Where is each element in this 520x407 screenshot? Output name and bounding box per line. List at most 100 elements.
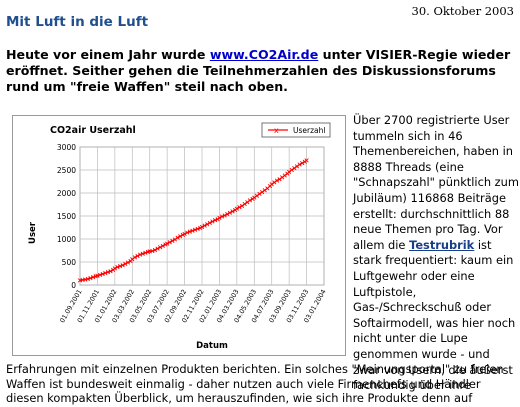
data-point — [182, 231, 187, 237]
chart-legend — [261, 122, 331, 138]
data-point — [160, 243, 165, 249]
testrubrik-link[interactable]: Testrubrik — [409, 237, 475, 252]
data-point — [175, 235, 180, 240]
lead-text-after: unter VISIER-Regie wieder eröffnet. Seit… — [6, 47, 511, 94]
data-point — [274, 178, 280, 183]
data-point — [152, 247, 158, 253]
data-point — [138, 252, 143, 257]
data-point — [90, 275, 96, 280]
data-point — [158, 245, 163, 250]
data-point — [210, 219, 215, 224]
legend-label: Userzahl — [293, 126, 325, 135]
data-point — [165, 241, 170, 246]
lead-text-before: Heute vor einem Jahr wurde — [6, 47, 210, 62]
data-point — [297, 162, 302, 167]
data-point — [304, 158, 309, 163]
data-point — [247, 198, 253, 203]
article-continuation: Erfahrungen mit einzelnen Produkten beri… — [6, 362, 504, 406]
data-point — [239, 203, 245, 208]
data-point — [254, 193, 260, 198]
data-point — [289, 167, 294, 173]
data-point — [140, 251, 145, 256]
data-point — [252, 195, 257, 200]
data-point — [195, 226, 200, 231]
data-point — [294, 164, 300, 169]
data-point — [262, 188, 267, 193]
data-point — [287, 169, 292, 174]
data-point — [242, 201, 247, 207]
data-point — [155, 246, 160, 251]
data-point — [112, 266, 117, 271]
data-point — [202, 223, 207, 228]
data-point — [269, 182, 274, 187]
chart-title: CO2air Userzahl — [50, 125, 136, 136]
side-column-text: Über 2700 registrierte User tummeln sich… — [353, 113, 519, 394]
data-point — [125, 260, 131, 265]
data-point — [167, 240, 172, 245]
data-point — [190, 228, 195, 233]
data-point — [260, 189, 265, 195]
data-point — [237, 205, 242, 210]
data-point — [187, 229, 192, 234]
data-point — [132, 255, 138, 260]
data-point — [230, 209, 235, 214]
data-point — [172, 237, 178, 242]
data-point — [212, 218, 218, 223]
data-point — [123, 261, 128, 266]
data-point — [108, 269, 113, 274]
data-point — [225, 212, 230, 217]
article-title: Mit Luft in die Luft — [6, 14, 149, 30]
co2air-link[interactable]: www.CO2Air.de — [209, 47, 319, 62]
data-point — [219, 214, 225, 219]
data-point — [199, 224, 205, 230]
data-point — [234, 206, 239, 211]
data-point — [135, 253, 140, 259]
data-point — [115, 264, 120, 270]
data-point — [300, 160, 305, 166]
data-point — [170, 238, 175, 243]
data-point — [95, 273, 100, 278]
data-point — [257, 191, 262, 197]
data-point — [192, 227, 198, 232]
data-point — [88, 275, 93, 281]
data-point — [185, 230, 190, 235]
data-point — [217, 215, 222, 220]
data-point — [272, 180, 277, 185]
article-lead: Heute vor einem Jahr wurde www.CO2Air.de… — [6, 47, 518, 95]
side-text-before: Über 2700 registrierte User tummeln sich… — [353, 113, 519, 252]
data-point — [120, 263, 125, 268]
article-date: 30. Oktober 2003 — [411, 4, 514, 18]
y-tick-label: 1000 — [57, 235, 76, 244]
data-point — [105, 270, 111, 275]
y-tick-label: 2500 — [57, 166, 76, 175]
y-tick-label: 1500 — [57, 212, 76, 221]
data-point — [130, 257, 135, 262]
data-point — [245, 200, 250, 205]
data-point — [100, 271, 105, 277]
x-axis-label: Datum — [196, 341, 228, 351]
data-point — [117, 264, 123, 269]
data-point — [282, 173, 287, 178]
legend-marker: x — [274, 126, 279, 135]
y-tick-label: 2000 — [57, 189, 76, 198]
y-tick-label: 500 — [62, 258, 77, 267]
y-axis-label: User — [28, 221, 38, 244]
data-point — [292, 166, 297, 171]
chart-svg: CO2air Userzahl x Userzahl User Datum 0 5… — [12, 115, 346, 356]
y-tick-label: 0 — [71, 281, 76, 290]
data-point — [85, 276, 90, 282]
data-point — [150, 248, 155, 254]
data-point — [205, 222, 210, 227]
data-point — [97, 272, 103, 277]
data-point — [227, 210, 233, 215]
user-count-chart: CO2air Userzahl x Userzahl User Datum 0 5… — [12, 115, 346, 356]
data-point — [103, 270, 108, 276]
y-tick-label: 3000 — [57, 143, 76, 152]
data-point — [277, 177, 282, 182]
data-point — [178, 234, 183, 239]
data-point — [207, 220, 212, 226]
data-point — [143, 250, 148, 255]
data-point — [222, 213, 227, 218]
side-text-after: ist stark frequentiert: kaum ein Luftgew… — [353, 237, 516, 393]
data-point — [280, 175, 285, 180]
